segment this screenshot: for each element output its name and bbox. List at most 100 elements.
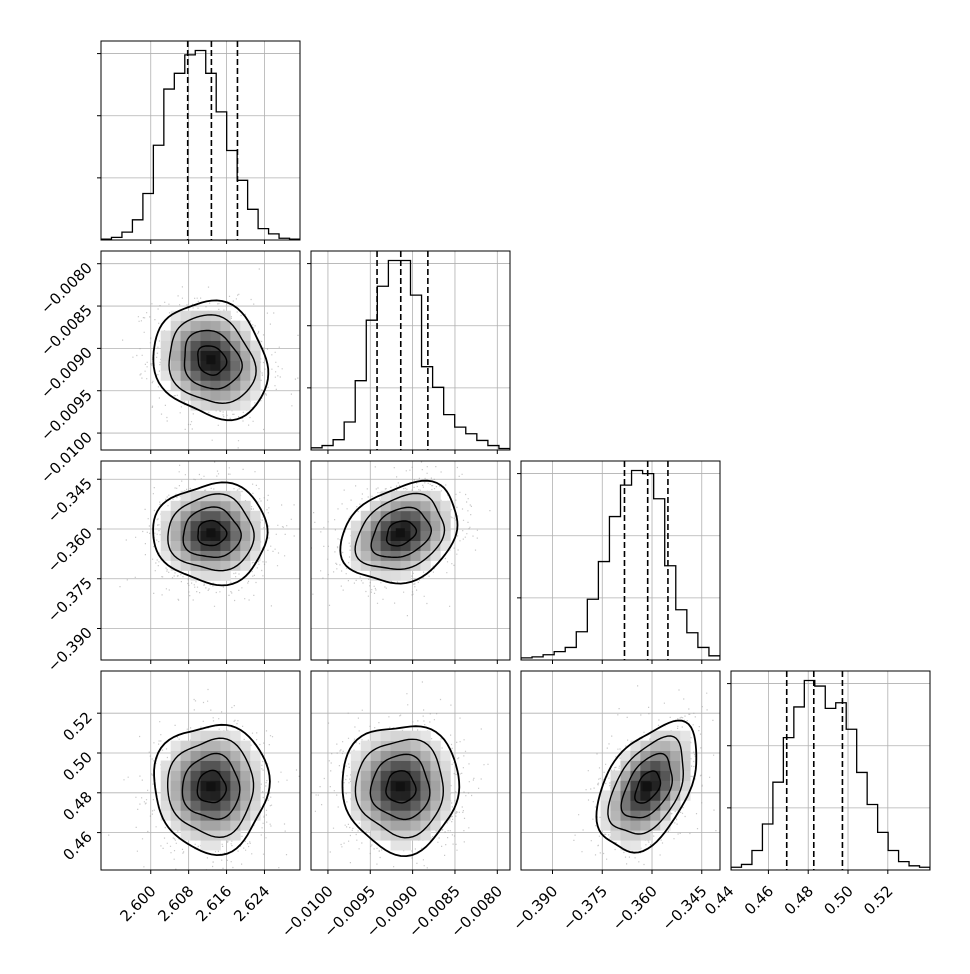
density-cell — [400, 490, 411, 502]
density-cell — [190, 310, 201, 322]
density-cell — [200, 770, 211, 781]
density-cell — [350, 750, 362, 761]
density-cell — [430, 540, 441, 551]
panel-content — [311, 671, 510, 870]
y-tick-label: 0.52 — [59, 708, 95, 744]
density-cell — [170, 330, 181, 341]
density-cell — [170, 780, 181, 791]
density-cell — [630, 770, 641, 781]
panel-1-0: −0.0100−0.0095−0.0090−0.0085−0.0080 — [37, 250, 301, 487]
density-cell — [210, 810, 221, 821]
density-cell — [380, 790, 391, 801]
axes-frame — [310, 460, 511, 661]
density-cell — [240, 780, 251, 791]
density-cell — [360, 790, 372, 801]
density-cell — [350, 520, 362, 532]
density-cell — [420, 760, 431, 771]
density-cell — [620, 830, 631, 841]
density-cell — [230, 780, 241, 791]
density-cell — [230, 830, 241, 841]
density-cell — [670, 740, 681, 751]
density-cell — [370, 570, 382, 581]
density-cell — [660, 740, 671, 751]
density-cell — [620, 820, 631, 831]
density-cell — [430, 770, 441, 781]
density-cell — [170, 550, 181, 561]
density-cell — [360, 770, 372, 781]
contour-line — [385, 770, 417, 804]
density-cell — [230, 320, 241, 331]
x-tick-label: 0.52 — [860, 882, 896, 918]
contour-line — [168, 314, 257, 405]
panel-3-3: 0.44 0.46 0.48 0.50 0.52 — [701, 670, 931, 918]
density-cell — [210, 400, 221, 411]
density-cell — [400, 530, 411, 541]
density-cell — [650, 810, 661, 821]
density-cell — [230, 730, 241, 742]
density-cell — [170, 790, 181, 801]
density-cell — [250, 550, 261, 561]
density-cell — [240, 770, 251, 781]
density-cell — [220, 510, 231, 522]
density-cell — [380, 780, 391, 791]
density-cell — [170, 760, 181, 771]
density-cell — [170, 520, 181, 532]
density-cell — [420, 820, 431, 831]
density-cell — [650, 770, 661, 781]
density-cell — [220, 500, 231, 512]
density-cell — [190, 780, 201, 791]
density-cell — [210, 500, 221, 512]
density-cell — [250, 530, 261, 541]
density-cell — [380, 500, 391, 512]
y-tick-label: 0.48 — [59, 788, 95, 824]
density-cell — [200, 500, 211, 512]
density-cell — [230, 370, 241, 381]
density-cell — [220, 570, 231, 581]
density-cell — [210, 770, 221, 781]
density-cell — [250, 760, 261, 771]
axes-frame — [100, 670, 301, 871]
density-cell — [360, 520, 372, 532]
density-cell — [200, 530, 211, 541]
density-cell — [640, 740, 651, 751]
density-cell — [240, 520, 251, 532]
density-cell — [200, 380, 211, 391]
density-cell — [220, 370, 231, 381]
density-cell — [680, 770, 691, 781]
density-cell — [440, 760, 451, 771]
density-cell — [240, 390, 251, 401]
density-cell — [400, 500, 411, 512]
density-cell — [620, 790, 631, 801]
density-cell — [210, 510, 221, 522]
histogram-step — [731, 679, 930, 870]
density-cell — [170, 370, 181, 381]
density-cell — [170, 510, 181, 522]
density-cell — [240, 750, 251, 761]
density-cell — [390, 790, 401, 801]
panel-1-1 — [307, 250, 511, 454]
contour-line — [167, 737, 255, 839]
density-cell — [160, 350, 172, 361]
density-cell — [420, 830, 431, 841]
density-cell — [210, 520, 221, 532]
density-cell — [630, 830, 641, 841]
density-cell — [370, 810, 382, 821]
density-cell — [420, 790, 431, 801]
density-cell — [240, 790, 251, 801]
density-cell — [250, 520, 261, 532]
density-cell — [390, 810, 401, 821]
contour-line — [182, 506, 242, 558]
density-cell — [390, 740, 401, 751]
density-cell — [610, 770, 621, 781]
density-cell — [620, 840, 631, 851]
density-cell — [640, 790, 651, 801]
density-cell — [180, 540, 191, 551]
density-cell — [400, 820, 411, 831]
density-cell — [240, 370, 251, 381]
density-cell — [160, 510, 172, 522]
density-cell — [210, 760, 221, 771]
density-cell — [360, 550, 372, 561]
density-cell — [200, 360, 211, 371]
density-cell — [420, 520, 431, 532]
